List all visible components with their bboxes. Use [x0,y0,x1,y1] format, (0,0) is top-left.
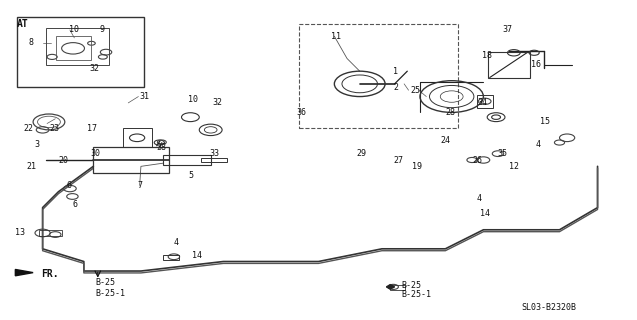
Bar [390,285,405,290]
Text: 5: 5 [189,172,194,180]
Text: 4: 4 [536,140,540,148]
Text: 3: 3 [34,140,39,148]
Text: 6: 6 [67,181,72,190]
Text: 32: 32 [89,63,99,73]
Text: 6: 6 [73,200,78,209]
Text: 33: 33 [210,149,219,158]
Text: B-25-1: B-25-1 [401,290,431,299]
Text: 27: 27 [393,156,403,164]
Text: 24: 24 [440,136,450,146]
Bar [299,24,458,128]
Bar [56,36,91,60]
Text: 37: 37 [503,25,512,35]
Text: 18: 18 [482,51,492,60]
Text: 14: 14 [192,251,202,260]
Text: FR.: FR. [41,269,59,279]
Text: B-25: B-25 [96,278,115,287]
Text: 34: 34 [477,99,487,108]
Text: 4: 4 [174,238,179,247]
Text: AT: AT [17,19,29,28]
Text: 4: 4 [477,194,482,203]
Bar [17,17,144,87]
Text: 19: 19 [412,162,422,171]
Text: 15: 15 [540,117,550,126]
Text: 35: 35 [497,149,507,158]
Bar [123,128,152,147]
Text: 11: 11 [331,32,341,41]
Bar [163,155,211,165]
Text: 31: 31 [140,92,150,101]
Text: 1: 1 [393,67,398,76]
Bar [163,255,179,260]
Text: 12: 12 [509,162,519,171]
Text: 38: 38 [157,143,167,152]
Bar [477,95,493,108]
Text: B-25: B-25 [401,281,421,290]
Bar [201,158,227,162]
Text: 10: 10 [189,95,199,104]
Bar [46,28,109,65]
Bar [489,52,530,77]
Bar [94,147,169,173]
Text: 25: 25 [410,86,420,95]
Text: 7: 7 [138,181,143,190]
Text: 36: 36 [296,108,306,117]
Text: SL03-B2320B: SL03-B2320B [522,303,576,312]
Text: 14: 14 [480,209,490,219]
Text: 9: 9 [100,25,104,35]
Text: 16: 16 [531,60,541,69]
Text: 10: 10 [69,25,79,35]
Polygon shape [15,269,33,276]
Text: 32: 32 [212,99,222,108]
Text: 29: 29 [357,149,366,158]
Text: 17: 17 [87,124,97,133]
Text: 30: 30 [90,149,100,158]
Text: 13: 13 [15,228,25,237]
Text: 20: 20 [59,156,68,164]
Text: 8: 8 [28,38,33,47]
Polygon shape [387,285,394,289]
Text: 21: 21 [27,162,37,171]
Text: 2: 2 [393,83,398,92]
Bar [39,230,62,236]
Text: 26: 26 [472,156,482,164]
Text: B-25-1: B-25-1 [96,289,125,298]
Text: 22: 22 [24,124,34,133]
Text: 23: 23 [50,124,60,133]
Text: 28: 28 [445,108,455,117]
